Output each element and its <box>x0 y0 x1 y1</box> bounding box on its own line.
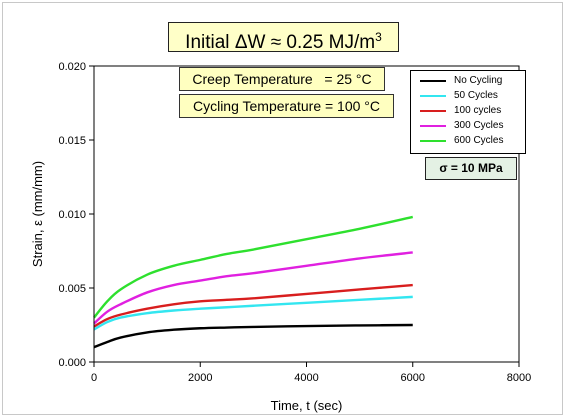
series-line-100-cycles <box>93 283 413 328</box>
creep-temperature-label: Creep Temperature = 25 °C <box>192 71 372 87</box>
legend-label: No Cycling <box>454 75 503 86</box>
tick-layer: 0 2000 4000 6000 8000 0.000 0.005 0.010 0.015 0.0… <box>58 61 531 384</box>
series-line-no-cycling <box>93 323 413 349</box>
legend-swatch <box>420 110 446 112</box>
legend-swatch <box>420 125 446 127</box>
legend: No Cycling 50 Cycles 100 cycles 300 Cycles 6… <box>410 70 526 154</box>
x-tick-label: 6000 <box>401 372 425 384</box>
creep-temperature-box: Creep Temperature = 25 °C <box>179 67 385 91</box>
x-tick-label: 8000 <box>507 372 531 384</box>
legend-swatch <box>420 95 446 97</box>
chart-title-main: ΔW ≈ 0.25 MJ/m <box>234 32 376 53</box>
y-tick-label: 0.010 <box>58 209 86 221</box>
x-axis-label: Time, t (sec) <box>271 398 343 413</box>
series-line-50-cycles <box>93 295 413 331</box>
legend-item-50-cycles: 50 Cycles <box>411 89 525 103</box>
chart-title-superscript: 3 <box>375 30 382 44</box>
y-tick-label: 0.015 <box>58 135 86 147</box>
legend-label: 100 cycles <box>454 105 502 116</box>
y-tick-label: 0.000 <box>58 357 86 369</box>
legend-swatch <box>420 140 446 142</box>
legend-item-no-cycling: No Cycling <box>411 74 525 88</box>
y-tick-label: 0.005 <box>58 283 86 295</box>
stress-label: σ = 10 MPa <box>439 161 503 175</box>
x-tick-label: 4000 <box>294 372 318 384</box>
y-axis-label: Strain, ε (mm/mm) <box>30 161 45 267</box>
y-tick-label: 0.020 <box>58 61 86 73</box>
legend-label: 300 Cycles <box>454 120 504 131</box>
x-tick-label: 0 <box>91 372 97 384</box>
chart-frame <box>2 2 563 415</box>
series-line-300-cycles <box>93 251 413 325</box>
stress-annotation: σ = 10 MPa <box>425 157 517 180</box>
legend-item-300-cycles: 300 Cycles <box>411 119 525 133</box>
legend-label: 600 Cycles <box>454 135 504 146</box>
cycling-temperature-box: Cycling Temperature = 100 °C <box>179 94 394 118</box>
legend-item-600-cycles: 600 Cycles <box>411 134 525 148</box>
x-tick-label: 2000 <box>188 372 212 384</box>
legend-label: 50 Cycles <box>454 90 498 101</box>
chart-title: Initial ΔW ≈ 0.25 MJ/m3 <box>168 22 399 53</box>
series-line-600-cycles <box>93 215 414 319</box>
legend-item-100-cycles: 100 cycles <box>411 104 525 118</box>
chart-title-prefix: Initial <box>185 32 235 53</box>
series-layer <box>93 215 414 349</box>
legend-swatch <box>420 80 446 82</box>
cycling-temperature-label: Cycling Temperature = 100 °C <box>192 98 381 114</box>
